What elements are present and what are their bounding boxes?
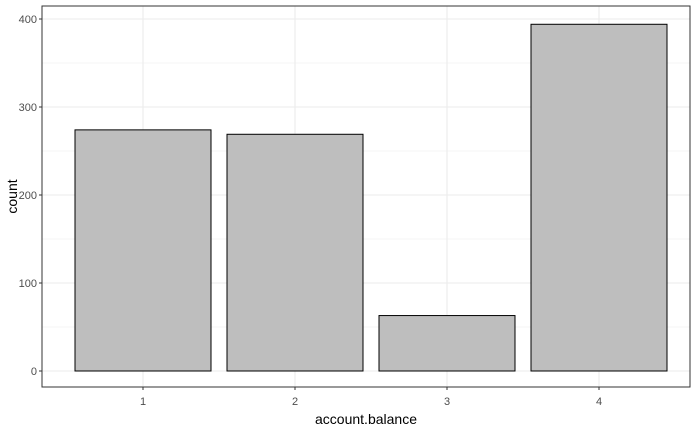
bar-3 [378, 315, 516, 372]
x-tick-label: 4 [596, 396, 602, 408]
bars [74, 23, 668, 372]
x-tick-label: 1 [140, 396, 146, 408]
panel-border [41, 5, 691, 388]
y-tick-label: 200 [19, 190, 37, 202]
bar-4 [530, 23, 668, 372]
bar-2 [226, 133, 364, 372]
y-tick-label: 400 [19, 14, 37, 26]
y-axis-title: count [4, 179, 20, 213]
axes: 0 100 200 300 400 1 2 3 4 [19, 14, 602, 408]
x-axis-title: account.balance [315, 411, 417, 427]
bar-1 [74, 129, 212, 372]
y-tick-label: 300 [19, 102, 37, 114]
y-tick-label: 0 [31, 366, 37, 378]
y-tick-label: 100 [19, 278, 37, 290]
x-tick-label: 3 [444, 396, 450, 408]
x-tick-label: 2 [292, 396, 298, 408]
